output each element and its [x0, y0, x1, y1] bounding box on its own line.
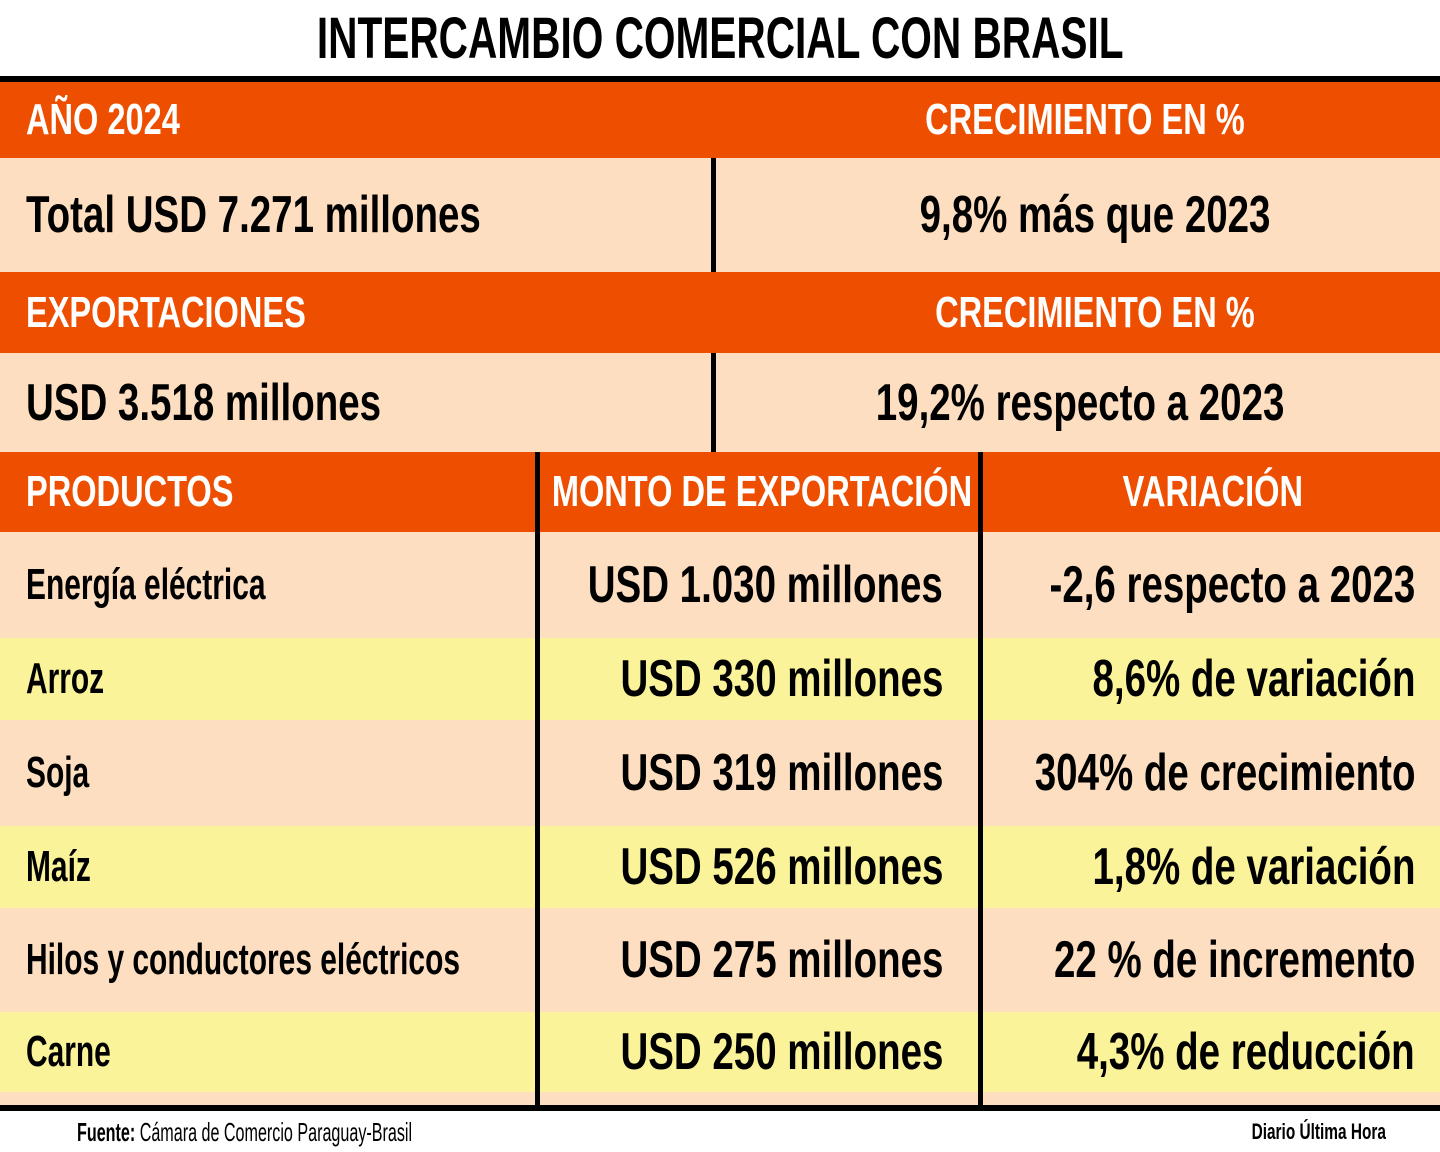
- source-note: Fuente: Cámara de Comercio Paraguay-Bras…: [77, 1114, 677, 1150]
- table-row: [0, 532, 1440, 638]
- table-bottom-strip: [0, 1092, 1440, 1105]
- product-name: Soja: [26, 748, 90, 797]
- export-amount: USD 250 millones: [620, 1023, 943, 1081]
- column-divider: [535, 452, 540, 1105]
- total-growth: 9,8% más que 2023: [919, 186, 1271, 244]
- table-row: [0, 720, 1440, 826]
- exports-label: EXPORTACIONES: [26, 287, 306, 337]
- growth-label-2: CRECIMIENTO EN %: [935, 287, 1255, 337]
- variation-value: 8,6% de variación: [1092, 650, 1415, 708]
- product-name: Energía eléctrica: [26, 560, 266, 609]
- year-header-band: [0, 82, 1440, 158]
- variation-value: 304% de crecimiento: [1034, 744, 1415, 802]
- product-name: Carne: [26, 1027, 111, 1076]
- divider: [711, 158, 716, 272]
- growth-label-1: CRECIMIENTO EN %: [925, 95, 1245, 144]
- top-rule: [0, 76, 1440, 82]
- exports-growth: 19,2% respecto a 2023: [875, 373, 1285, 432]
- credit: Diario Última Hora: [1251, 1119, 1386, 1144]
- column-header-products: PRODUCTOS: [26, 467, 234, 516]
- export-amount: USD 275 millones: [620, 931, 943, 989]
- total-row: [0, 158, 1440, 272]
- exports-value: USD 3.518 millones: [26, 373, 382, 432]
- export-amount: USD 526 millones: [620, 838, 943, 896]
- page-title: INTERCAMBIO COMERCIAL CON BRASIL: [316, 5, 1124, 71]
- exports-row: [0, 353, 1440, 452]
- export-amount: USD 330 millones: [620, 650, 943, 708]
- export-amount: USD 319 millones: [620, 744, 943, 802]
- table-row: [0, 826, 1440, 908]
- column-header-variation: VARIACIÓN: [1122, 467, 1303, 516]
- year-label: AÑO 2024: [26, 95, 180, 144]
- total-value: Total USD 7.271 millones: [26, 186, 481, 244]
- product-name: Arroz: [26, 654, 105, 703]
- product-name: Hilos y conductores eléctricos: [26, 935, 460, 984]
- variation-value: -2,6 respecto a 2023: [1049, 556, 1415, 614]
- products-header-band: [0, 452, 1440, 532]
- source-label: Fuente:: [77, 1116, 136, 1147]
- exports-header-band: [0, 272, 1440, 353]
- divider: [711, 353, 716, 452]
- table-row: [0, 908, 1440, 1012]
- column-header-amount: MONTO DE EXPORTACIÓN: [551, 467, 972, 516]
- variation-value: 4,3% de reducción: [1077, 1023, 1415, 1081]
- table-row: [0, 1012, 1440, 1092]
- variation-value: 1,8% de variación: [1092, 838, 1415, 896]
- export-amount: USD 1.030 millones: [587, 556, 943, 614]
- variation-value: 22 % de incremento: [1053, 931, 1415, 989]
- bottom-rule: [0, 1105, 1440, 1111]
- table-row: [0, 638, 1440, 720]
- product-name: Maíz: [26, 842, 91, 891]
- source-text: Cámara de Comercio Paraguay-Brasil: [139, 1116, 413, 1147]
- column-divider: [978, 452, 983, 1105]
